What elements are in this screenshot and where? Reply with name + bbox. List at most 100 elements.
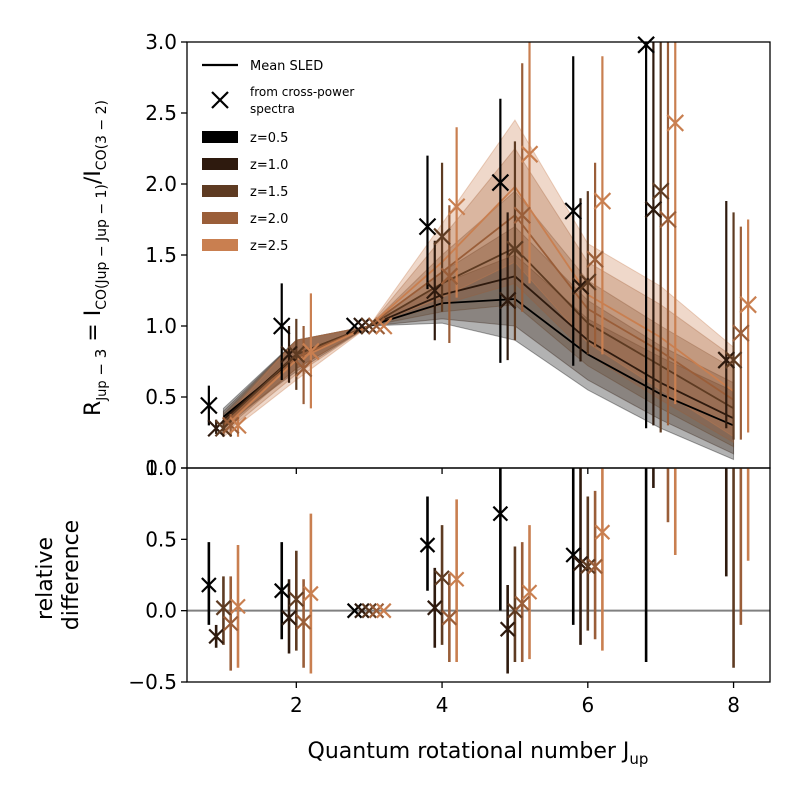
rel-point-z=0.5-5 (492, 505, 509, 522)
point-z=1.5-7-b (651, 182, 670, 200)
rel-point-z=2.5-6 (594, 524, 611, 540)
point-z=1.0-4 (425, 281, 444, 300)
rel-point-z=2.0-1 (222, 615, 239, 632)
point-z=0.5-2-b (272, 317, 291, 335)
rel-point-z=0.5-1-b (201, 577, 217, 593)
rel-point-z=0.5-4 (419, 537, 436, 553)
point-z=1.0-1-b (207, 419, 225, 438)
top-bands (222, 119, 735, 461)
rel-point-z=0.5-6-b (565, 547, 582, 563)
point-z=2.5-2 (302, 342, 320, 361)
legend-label-z=2.0: z=2.0 (250, 212, 288, 227)
rel-point-z=1.0-4 (426, 600, 443, 616)
point-z=0.5-1-b (200, 396, 218, 415)
point-z=0.5-2 (272, 317, 291, 335)
bottom-ytick-label-−0.5: −0.5 (128, 670, 177, 694)
point-z=1.5-3-b (360, 317, 378, 335)
point-z=1.5-6-b (579, 273, 597, 291)
point-z=2.5-1 (229, 416, 247, 435)
rel-point-z=1.0-2-b (281, 610, 297, 626)
rel-point-z=2.0-3-b (368, 602, 385, 619)
point-z=2.5-4-b (447, 197, 466, 216)
top-ytick-label-2.0: 2.0 (145, 172, 177, 196)
rel-point-z=2.5-3 (375, 602, 392, 619)
point-z=0.5-4 (418, 217, 437, 236)
top-markers (200, 36, 757, 438)
point-z=2.5-7-b (666, 114, 685, 132)
point-z=1.0-5-b (498, 291, 517, 310)
rel-point-z=2.5-5-b (521, 584, 538, 600)
bottom-ytick-label-0.5: 0.5 (145, 527, 177, 551)
bottom-xtick-label-4: 4 (436, 693, 449, 717)
point-z=1.0-7 (644, 200, 663, 219)
rel-point-z=1.5-1 (215, 600, 232, 616)
rel-point-z=2.0-4-b (441, 610, 458, 626)
point-z=1.5-4-b (433, 227, 451, 246)
point-z=0.5-1 (200, 396, 218, 415)
bottom-xtick-label-2: 2 (290, 693, 303, 717)
rel-point-z=1.0-2 (281, 610, 297, 626)
point-z=1.0-1 (207, 419, 225, 438)
point-z=2.5-5-b (520, 145, 539, 163)
point-z=2.5-3 (374, 317, 393, 335)
bottom-error-bars (207, 468, 750, 674)
point-z=1.5-5-b (506, 240, 524, 259)
rel-point-z=2.5-4 (448, 571, 465, 588)
point-z=2.0-5-b (513, 206, 532, 225)
rel-point-z=2.5-4-b (448, 571, 465, 588)
point-z=2.0-4 (440, 267, 459, 286)
point-z=2.0-8 (732, 324, 750, 342)
ylabel-i2-sub: CO(3 − 2) (94, 100, 110, 170)
point-z=1.5-4 (433, 227, 451, 246)
point-z=0.5-3-b (345, 317, 364, 335)
point-z=1.0-8 (717, 351, 736, 369)
point-z=0.5-5-b (491, 173, 510, 192)
mean-line-z=2.0 (222, 213, 735, 427)
rel-point-z=2.0-4 (441, 610, 458, 626)
point-z=2.0-2 (294, 359, 313, 378)
xlabel-main: Quantum rotational number J (308, 739, 630, 764)
rel-point-z=1.0-1-b (208, 628, 224, 645)
rel-point-z=2.5-6-b (594, 524, 611, 540)
point-z=1.5-3 (360, 317, 378, 335)
top-y-axis-label: RJup − 3 = ICO(Jup − Jup − 1)/ICO(3 − 2) (81, 100, 110, 416)
point-z=2.5-1-b (229, 416, 247, 435)
rel-point-z=1.0-1 (208, 628, 224, 645)
x-axis-label: Quantum rotational number Jup (308, 739, 649, 768)
legend-swatch-z=0.5 (202, 131, 238, 143)
point-z=0.5-7 (637, 36, 655, 54)
point-z=2.5-6 (593, 192, 612, 210)
point-z=0.5-6-b (564, 202, 583, 220)
point-z=2.0-4-b (440, 267, 459, 286)
rel-point-z=2.0-5-b (514, 595, 531, 612)
point-z=2.0-7-b (659, 210, 677, 229)
rel-point-z=2.0-1-b (222, 615, 239, 632)
point-z=1.5-8-b (724, 351, 743, 369)
bottom-panel: −0.5 0.0 0.5 1.0 2 4 6 8 relative difference Q… (33, 456, 771, 768)
point-z=1.0-8-b (717, 351, 736, 369)
point-z=1.5-7 (651, 182, 670, 200)
top-y-ticks: 0.0 0.5 1.0 1.5 2.0 2.5 3.0 (145, 30, 187, 480)
point-z=1.0-3 (353, 317, 371, 335)
rel-point-z=0.5-2-b (273, 582, 290, 599)
bottom-markers (201, 505, 611, 645)
rel-point-z=1.5-2-b (288, 591, 305, 608)
bottom-ytick-label-0.0: 0.0 (145, 599, 177, 623)
point-z=0.5-3 (345, 317, 364, 335)
rel-point-z=0.5-2 (273, 582, 290, 599)
rel-point-z=2.0-5 (514, 595, 531, 612)
xlabel-sub: up (629, 750, 648, 768)
rel-point-z=1.5-1-b (215, 600, 232, 616)
top-ytick-label-1.5: 1.5 (145, 243, 177, 267)
rel-point-z=2.0-6-b (587, 558, 603, 575)
ylabel-i1-sub: CO(Jup − Jup − 1) (94, 184, 110, 310)
point-z=2.5-6-b (593, 192, 612, 210)
rel-point-z=2.5-2-b (303, 585, 319, 602)
point-z=2.0-1 (221, 416, 240, 435)
rel-point-z=1.5-6-b (580, 558, 596, 575)
point-z=1.0-3-b (353, 317, 371, 335)
rel-point-z=1.5-6 (580, 558, 596, 575)
legend-swatch-z=1.0 (202, 158, 238, 170)
rel-point-z=2.5-1 (230, 598, 246, 615)
